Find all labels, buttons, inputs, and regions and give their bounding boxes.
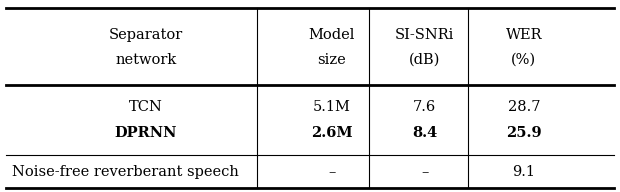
Text: DPRNN: DPRNN <box>115 127 177 140</box>
Text: network: network <box>115 53 176 66</box>
Text: (dB): (dB) <box>409 53 440 66</box>
Text: Model: Model <box>309 28 355 41</box>
Text: 8.4: 8.4 <box>412 127 437 140</box>
Text: Noise-free reverberant speech: Noise-free reverberant speech <box>12 165 239 179</box>
Text: SI-SNRi: SI-SNRi <box>395 28 454 41</box>
Text: Separator: Separator <box>108 28 183 41</box>
Text: 25.9: 25.9 <box>506 127 542 140</box>
Text: TCN: TCN <box>129 100 162 113</box>
Text: 2.6M: 2.6M <box>311 127 353 140</box>
Text: –: – <box>421 165 428 179</box>
Text: 7.6: 7.6 <box>413 100 436 113</box>
Text: 5.1M: 5.1M <box>312 100 351 113</box>
Text: WER: WER <box>506 28 542 41</box>
Text: size: size <box>317 53 346 66</box>
Text: (%): (%) <box>512 53 536 66</box>
Text: –: – <box>328 165 335 179</box>
Text: 9.1: 9.1 <box>512 165 536 179</box>
Text: 28.7: 28.7 <box>508 100 540 113</box>
